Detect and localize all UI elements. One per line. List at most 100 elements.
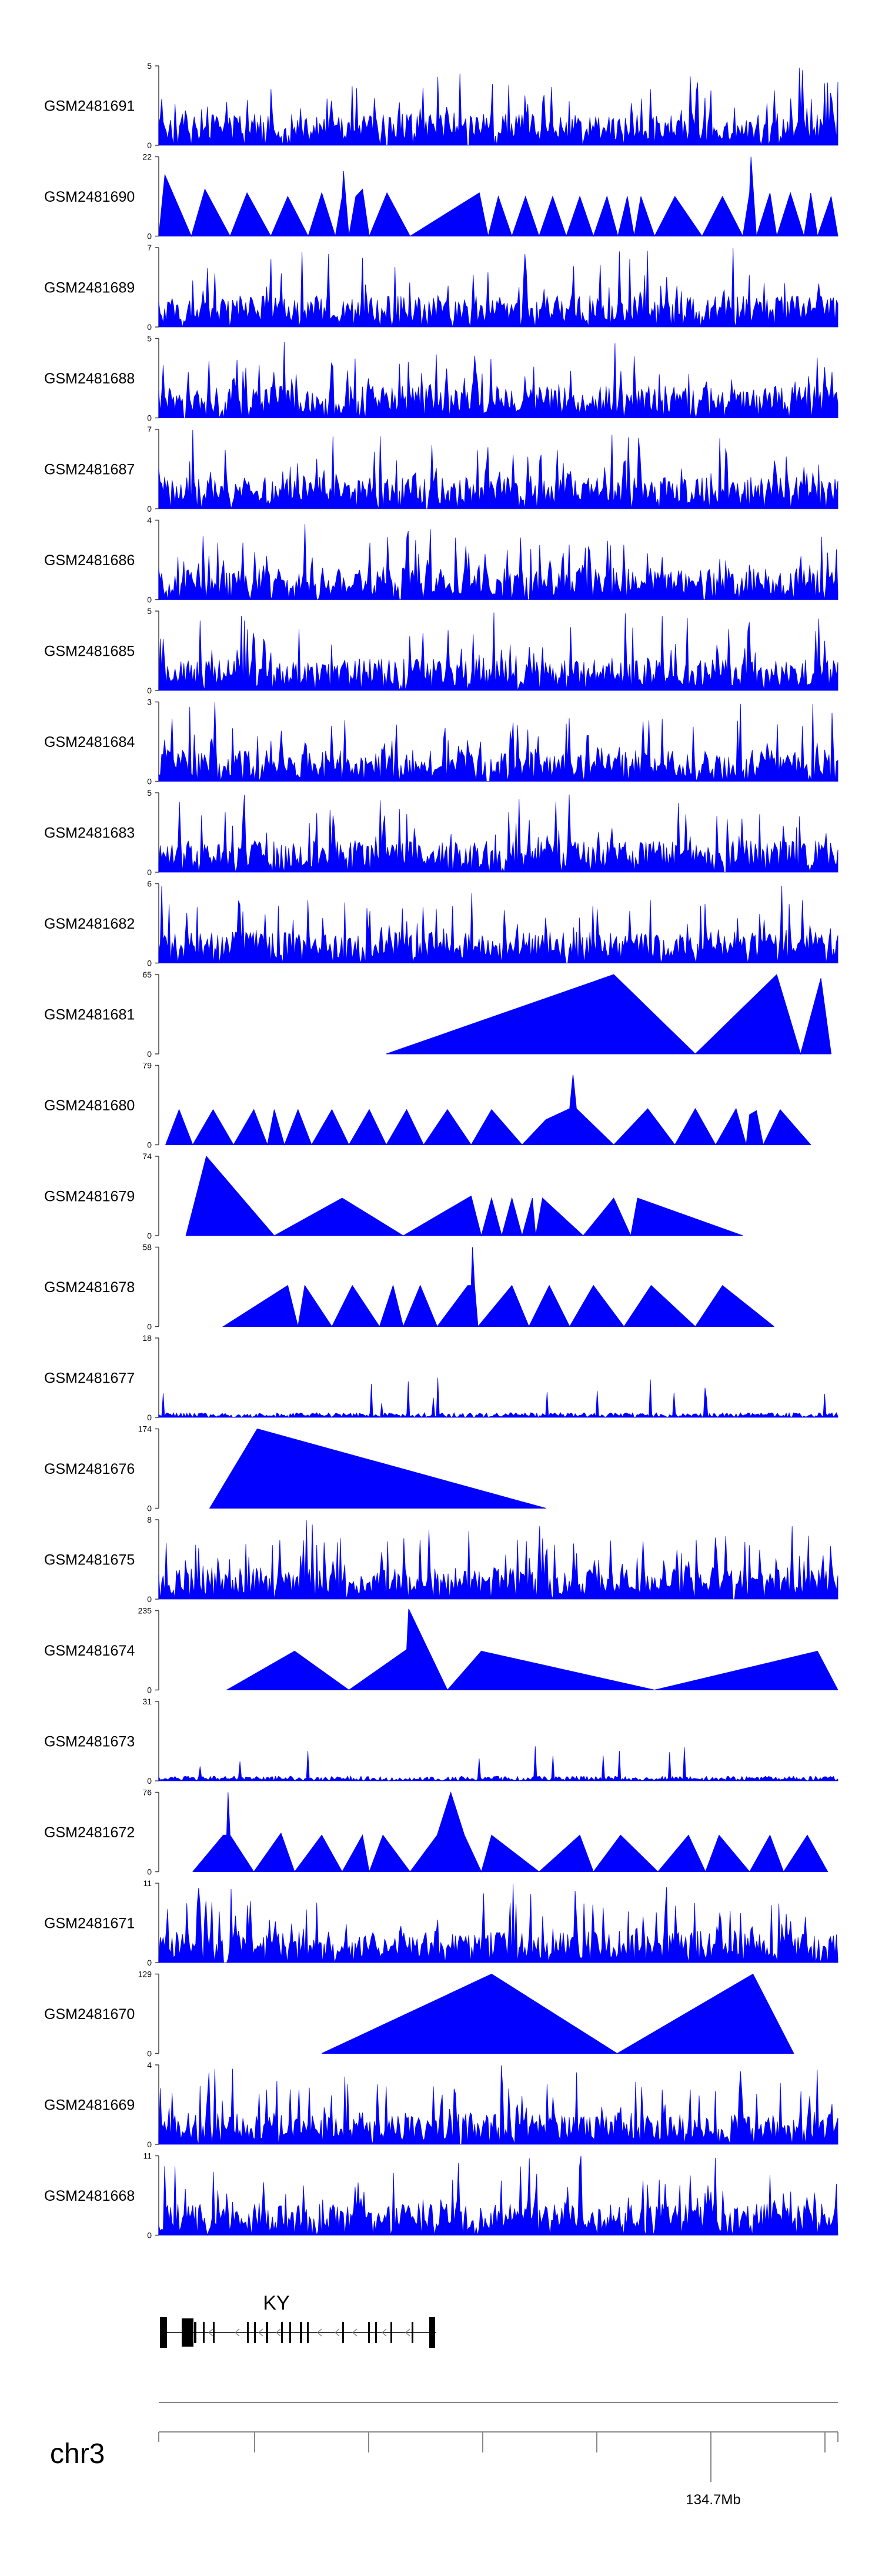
track-label: GSM2481689 xyxy=(44,280,135,296)
y-min-label: 0 xyxy=(147,1413,152,1422)
track-label: GSM2481668 xyxy=(44,2188,135,2204)
coverage-area xyxy=(158,1520,838,1600)
gene-exon xyxy=(342,2322,344,2343)
coverage-area xyxy=(192,1791,828,1873)
coverage-area xyxy=(222,1247,774,1328)
y-max-label: 4 xyxy=(147,2060,152,2070)
y-max-label: 5 xyxy=(147,606,152,616)
y-max-label: 129 xyxy=(138,1970,152,1979)
y-min-label: 0 xyxy=(147,1776,152,1786)
track-label: GSM2481691 xyxy=(44,98,135,115)
track-GSM2481670: GSM2481670 129 0 xyxy=(44,1970,794,2058)
track-label: GSM2481680 xyxy=(44,1097,135,1114)
track-label: GSM2481672 xyxy=(44,1824,135,1841)
y-max-label: 174 xyxy=(138,1424,152,1434)
y-min-label: 0 xyxy=(147,1140,152,1150)
y-max-label: 76 xyxy=(142,1788,152,1797)
track-GSM2481684: GSM2481684 3 0 xyxy=(44,698,838,786)
strand-arrow xyxy=(235,2328,240,2337)
coverage-area xyxy=(158,342,838,418)
track-label: GSM2481669 xyxy=(44,2097,135,2114)
y-min-label: 0 xyxy=(147,2140,152,2149)
coverage-area xyxy=(158,429,838,509)
track-GSM2481687: GSM2481687 7 0 xyxy=(44,425,838,513)
y-max-label: 5 xyxy=(147,61,152,71)
y-max-label: 7 xyxy=(147,243,152,252)
gene-exon xyxy=(254,2322,256,2343)
coverage-area xyxy=(386,974,832,1055)
y-min-label: 0 xyxy=(147,1322,152,1332)
track-label: GSM2481673 xyxy=(44,1734,135,1750)
coverage-area xyxy=(165,1074,811,1146)
gene-exon xyxy=(390,2322,392,2343)
y-min-label: 0 xyxy=(147,777,152,786)
strand-arrow xyxy=(335,2328,340,2337)
gene-exon xyxy=(307,2322,309,2343)
strand-arrow xyxy=(276,2328,281,2337)
track-GSM2481690: GSM2481690 22 0 xyxy=(44,152,838,241)
coverage-area xyxy=(158,156,838,238)
y-max-label: 11 xyxy=(143,2151,152,2161)
track-label: GSM2481677 xyxy=(44,1370,135,1387)
coverage-area xyxy=(158,1884,838,1963)
track-label: GSM2481678 xyxy=(44,1279,135,1296)
track-label: GSM2481675 xyxy=(44,1552,135,1569)
y-max-label: 11 xyxy=(143,1878,152,1888)
track-label: GSM2481685 xyxy=(44,643,135,660)
track-label: GSM2481676 xyxy=(44,1461,135,1477)
strand-arrow xyxy=(208,2328,213,2337)
track-GSM2481682: GSM2481682 6 0 xyxy=(44,879,838,968)
gene-exon xyxy=(289,2322,291,2343)
y-max-label: 5 xyxy=(147,788,152,798)
gene-exon xyxy=(412,2322,413,2343)
gene-exon xyxy=(203,2322,205,2343)
coverage-area xyxy=(158,612,838,691)
track-GSM2481681: GSM2481681 65 0 xyxy=(44,970,832,1059)
gene-model: KY xyxy=(160,2292,436,2348)
y-min-label: 0 xyxy=(147,867,152,877)
y-max-label: 4 xyxy=(147,516,152,525)
track-GSM2481673: GSM2481673 31 0 xyxy=(44,1697,838,1786)
y-min-label: 0 xyxy=(147,1867,152,1877)
track-GSM2481677: GSM2481677 18 0 xyxy=(44,1333,838,1422)
strand-arrow xyxy=(352,2328,358,2337)
gene-exon xyxy=(281,2322,283,2343)
y-min-label: 0 xyxy=(147,322,152,332)
position-tick-label: 134.7Mb xyxy=(686,2492,740,2508)
track-label: GSM2481687 xyxy=(44,462,135,478)
track-GSM2481668: GSM2481668 11 0 xyxy=(44,2151,838,2240)
gene-exon xyxy=(182,2318,193,2347)
track-label: GSM2481684 xyxy=(44,734,135,750)
y-min-label: 0 xyxy=(147,141,152,150)
y-max-label: 31 xyxy=(142,1697,152,1706)
coverage-area xyxy=(158,1377,838,1418)
y-max-label: 18 xyxy=(142,1333,152,1343)
track-GSM2481674: GSM2481674 235 0 xyxy=(44,1606,838,1695)
y-min-label: 0 xyxy=(147,1686,152,1695)
strand-arrow xyxy=(317,2328,322,2337)
track-label: GSM2481690 xyxy=(44,189,135,205)
track-GSM2481688: GSM2481688 5 0 xyxy=(44,334,838,423)
y-max-label: 7 xyxy=(147,425,152,434)
y-max-label: 65 xyxy=(142,970,152,979)
y-min-label: 0 xyxy=(147,2231,152,2240)
y-min-label: 0 xyxy=(147,504,152,513)
track-GSM2481679: GSM2481679 74 0 xyxy=(44,1152,743,1240)
strand-arrow xyxy=(258,2328,263,2337)
y-min-label: 0 xyxy=(147,1049,152,1059)
track-label: GSM2481682 xyxy=(44,916,135,932)
y-max-label: 5 xyxy=(147,334,152,343)
coverage-area xyxy=(185,1155,743,1237)
coverage-area xyxy=(225,1609,838,1691)
gene-exon xyxy=(429,2317,435,2348)
track-label: GSM2481681 xyxy=(44,1007,135,1023)
gene-name-label: KY xyxy=(263,2292,289,2314)
y-min-label: 0 xyxy=(147,595,152,605)
track-GSM2481685: GSM2481685 5 0 xyxy=(44,606,838,695)
y-min-label: 0 xyxy=(147,2049,152,2058)
track-GSM2481683: GSM2481683 5 0 xyxy=(44,788,838,877)
y-min-label: 0 xyxy=(147,959,152,968)
track-GSM2481680: GSM2481680 79 0 xyxy=(44,1061,811,1150)
track-label: GSM2481679 xyxy=(44,1189,135,1205)
